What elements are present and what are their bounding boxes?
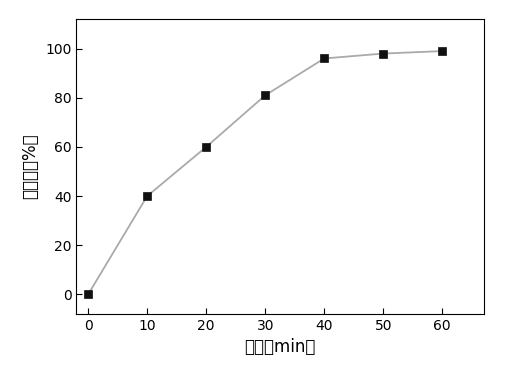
Y-axis label: 降解率（%）: 降解率（%） bbox=[21, 134, 40, 200]
X-axis label: 时间（min）: 时间（min） bbox=[244, 339, 316, 357]
